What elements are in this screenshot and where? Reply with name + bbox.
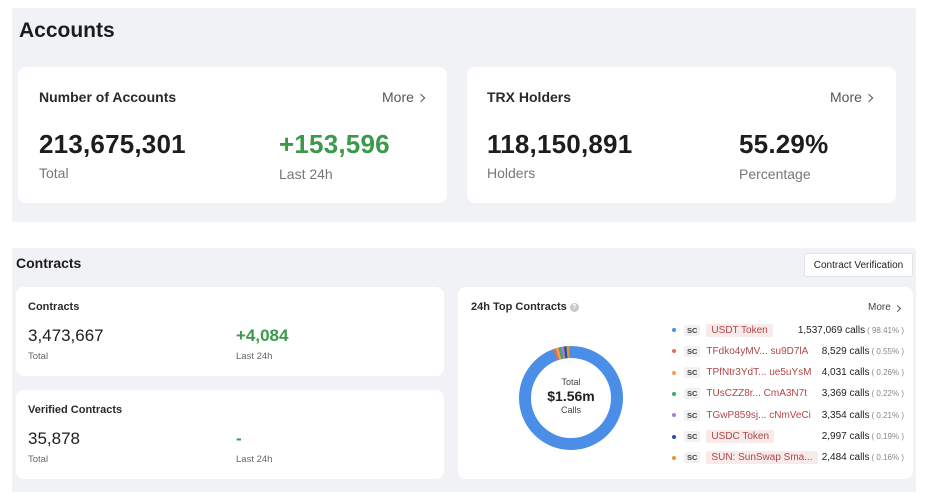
- sc-badge: SC: [684, 324, 701, 336]
- legend-dot: [672, 391, 676, 396]
- contracts-delta-value: +4,084: [236, 326, 289, 345]
- donut-slice[interactable]: [555, 347, 562, 360]
- more-link[interactable]: More: [382, 89, 426, 105]
- calls-count: 3,354 calls: [821, 409, 870, 421]
- sc-badge: SC: [684, 367, 701, 379]
- sc-badge: SC: [684, 409, 701, 421]
- calls-percentage: ( 0.19% ): [871, 432, 904, 441]
- contracts-heading: Contracts: [16, 255, 82, 271]
- contract-row: SC SUN: SunSwap Sma... 2,484 calls( 0.16% …: [672, 451, 904, 465]
- donut-center-label: Total $1.56m Calls: [531, 377, 611, 415]
- total-accounts-value: 213,675,301: [39, 129, 186, 159]
- calls-count: 1,537,069 calls: [797, 324, 866, 336]
- accounts-heading: Accounts: [19, 19, 115, 42]
- contract-row: SC TGwP859sj... cNmVeCi 3,354 calls( 0.21%…: [672, 408, 904, 422]
- contract-row: SC TPfNtr3YdT... ue5uYsM 4,031 calls( 0.26…: [672, 366, 904, 380]
- holders-label: Holders: [487, 165, 536, 181]
- calls-count: 2,484 calls: [821, 452, 870, 464]
- more-label: More: [868, 302, 891, 313]
- verified-total-value: 35,878: [28, 429, 80, 448]
- percentage-value: 55.29%: [739, 129, 829, 159]
- contract-calls: 4,031 calls( 0.26% ): [822, 367, 904, 378]
- more-link[interactable]: More: [868, 302, 901, 313]
- contract-link[interactable]: TPfNtr3YdT... ue5uYsM: [706, 367, 812, 379]
- contract-row: SC TUsCZZ8r... CmA3N7t 3,369 calls( 0.22% …: [672, 387, 904, 401]
- calls-count: 2,997 calls: [821, 431, 870, 442]
- donut-calls-label: Calls: [560, 405, 581, 415]
- number-of-accounts-card: Number of Accounts More 213,675,301 Tota…: [18, 67, 447, 203]
- total-label: Total: [28, 454, 49, 465]
- more-link[interactable]: More: [830, 89, 874, 105]
- accounts-delta-value: +153,596: [279, 129, 390, 159]
- contract-calls: 3,369 calls( 0.22% ): [822, 388, 904, 399]
- total-label: Total: [39, 165, 69, 181]
- calls-percentage: ( 0.22% ): [871, 389, 904, 399]
- contract-link[interactable]: USDT Token: [706, 323, 773, 337]
- last-24h-label: Last 24h: [236, 351, 273, 362]
- contract-row: SC TFdko4yMV... su9D7lA 8,529 calls( 0.55%…: [672, 344, 904, 358]
- contract-calls: 2,484 calls( 0.16% ): [822, 452, 904, 463]
- percentage-label: Percentage: [739, 166, 811, 182]
- verified-contracts-card: Verified Contracts 35,878 Total - Last 2…: [16, 390, 444, 479]
- contract-calls: 2,997 calls( 0.19% ): [822, 431, 904, 442]
- card-title: Number of Accounts: [39, 89, 177, 105]
- sc-badge: SC: [684, 388, 701, 400]
- top-contracts-card: 24h Top Contracts? More: [458, 287, 913, 479]
- contract-link[interactable]: SUN: SunSwap Sma...: [706, 451, 818, 465]
- chevron-right-icon: [416, 93, 426, 102]
- calls-percentage: ( 0.26% ): [871, 368, 904, 378]
- calls-percentage: ( 0.55% ): [871, 346, 904, 356]
- last-24h-label: Last 24h: [236, 454, 273, 465]
- legend-dot: [672, 370, 676, 375]
- calls-count: 3,369 calls: [821, 388, 870, 400]
- calls-percentage: ( 98.41% ): [867, 325, 904, 335]
- donut-total-value: $1.56m: [547, 388, 595, 404]
- calls-count: 4,031 calls: [821, 367, 870, 379]
- contract-link[interactable]: TFdko4yMV... su9D7lA: [706, 345, 809, 357]
- contract-verification-button[interactable]: Contract Verification: [804, 253, 913, 277]
- contract-row: SC USDC Token 2,997 calls( 0.19% ): [672, 430, 904, 444]
- sc-badge: SC: [684, 452, 701, 464]
- contract-row: SC USDT Token 1,537,069 calls( 98.41% ): [672, 323, 904, 337]
- calls-count: 8,529 calls: [821, 345, 870, 357]
- donut-slice-usdt[interactable]: [519, 346, 623, 450]
- legend-dot: [672, 413, 676, 418]
- legend-dot: [672, 434, 676, 439]
- top-contracts-title: 24h Top Contracts: [471, 301, 567, 313]
- contract-link[interactable]: TUsCZZ8r... CmA3N7t: [706, 388, 807, 400]
- help-icon[interactable]: ?: [569, 302, 579, 312]
- chevron-right-icon: [893, 304, 901, 312]
- more-label: More: [382, 89, 414, 105]
- contracts-total-value: 3,473,667: [28, 326, 104, 345]
- contract-calls: 3,354 calls( 0.21% ): [822, 410, 904, 421]
- legend-dot: [672, 349, 676, 354]
- holders-value: 118,150,891: [487, 129, 633, 159]
- card-title: 24h Top Contracts?: [471, 301, 579, 313]
- calls-donut-chart: [519, 346, 623, 450]
- donut-slice[interactable]: [558, 346, 564, 360]
- card-title: Contracts: [28, 301, 80, 313]
- last-24h-label: Last 24h: [279, 166, 333, 182]
- contract-calls: 1,537,069 calls( 98.41% ): [798, 325, 904, 336]
- legend-dot: [672, 455, 676, 460]
- sc-badge: SC: [684, 345, 701, 357]
- contract-calls: 8,529 calls( 0.55% ): [822, 346, 904, 357]
- trx-holders-card: TRX Holders More 118,150,891 Holders 55.…: [467, 67, 896, 203]
- contracts-card: Contracts 3,473,667 Total +4,084 Last 24…: [16, 287, 444, 376]
- card-title: TRX Holders: [487, 89, 572, 105]
- sc-badge: SC: [684, 431, 701, 442]
- contract-link[interactable]: TGwP859sj... cNmVeCi: [706, 409, 811, 421]
- donut-slice[interactable]: [553, 348, 560, 361]
- calls-percentage: ( 0.21% ): [871, 410, 904, 420]
- total-label: Total: [28, 351, 49, 362]
- donut-total-label: Total: [561, 377, 581, 387]
- verified-delta-value: -: [236, 429, 242, 448]
- card-title: Verified Contracts: [28, 404, 123, 416]
- legend-dot: [672, 328, 676, 332]
- chevron-right-icon: [864, 93, 874, 102]
- more-label: More: [830, 89, 862, 105]
- calls-percentage: ( 0.16% ): [871, 453, 904, 463]
- contract-link[interactable]: USDC Token: [706, 430, 775, 443]
